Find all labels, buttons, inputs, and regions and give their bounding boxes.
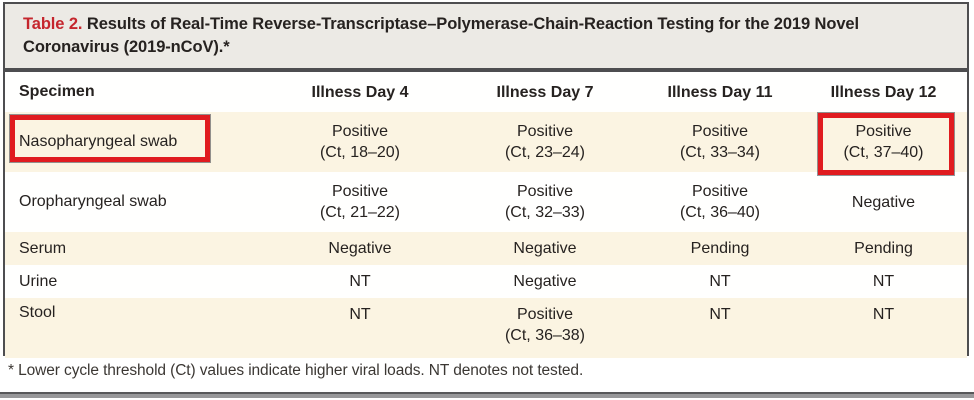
- table-header-row: Specimen Illness Day 4 Illness Day 7 Ill…: [5, 72, 967, 112]
- table-title-text: Results of Real-Time Reverse-Transcripta…: [23, 15, 859, 56]
- result-cell: NT: [872, 306, 895, 323]
- result-cell: NT: [709, 306, 731, 323]
- table-row-oropharyngeal-swab: Oropharyngeal swab Positive (Ct, 21–22) …: [5, 172, 967, 232]
- result-cell: Positive (Ct, 36–40): [679, 183, 761, 221]
- specimen-label: Stool: [19, 304, 56, 321]
- result-cell: Positive (Ct, 36–38): [504, 306, 586, 344]
- specimen-label: Oropharyngeal swab: [19, 193, 167, 210]
- table-title: Table 2. Results of Real-Time Reverse-Tr…: [3, 2, 969, 70]
- result-cell: Positive (Ct, 33–34): [679, 123, 761, 161]
- specimen-label: Nasopharyngeal swab: [19, 133, 178, 150]
- column-header-illness-day-12: Illness Day 12: [830, 83, 937, 101]
- table-row-nasopharyngeal-swab: Nasopharyngeal swab Positive (Ct, 18–20)…: [5, 112, 967, 172]
- bottom-divider-bar: [0, 392, 974, 398]
- specimen-label: Serum: [19, 239, 67, 257]
- table-row-stool: Stool NT Positive (Ct, 36–38) NT NT: [5, 298, 967, 358]
- result-cell: NT: [349, 306, 371, 323]
- result-cell: Positive (Ct, 32–33): [504, 183, 586, 221]
- result-cell: NT: [709, 273, 731, 290]
- column-header-illness-day-7: Illness Day 7: [496, 83, 594, 101]
- result-cell: Positive (Ct, 23–24): [504, 123, 586, 161]
- table-number-label: Table 2.: [23, 15, 83, 33]
- result-cell: Negative: [513, 240, 577, 257]
- column-header-illness-day-11: Illness Day 11: [667, 83, 773, 101]
- results-table: Specimen Illness Day 4 Illness Day 7 Ill…: [3, 70, 969, 358]
- result-cell: Negative: [851, 193, 916, 211]
- result-cell: Negative: [328, 240, 392, 257]
- column-header-illness-day-4: Illness Day 4: [311, 83, 409, 101]
- result-cell: Positive (Ct, 37–40): [843, 123, 924, 161]
- specimen-label: Urine: [19, 272, 58, 290]
- table-footnote: * Lower cycle threshold (Ct) values indi…: [8, 362, 584, 379]
- result-cell: NT: [349, 273, 371, 290]
- result-cell: Positive (Ct, 18–20): [319, 123, 401, 161]
- table-row-serum: Serum Negative Negative Pending Pending: [5, 232, 967, 265]
- result-cell: Pending: [690, 240, 750, 257]
- result-cell: Positive (Ct, 21–22): [319, 183, 401, 221]
- result-cell: Pending: [854, 240, 913, 257]
- column-header-specimen: Specimen: [19, 83, 95, 100]
- result-cell: Negative: [513, 273, 577, 290]
- table-row-urine: Urine NT Negative NT NT: [5, 265, 967, 298]
- result-cell: NT: [872, 273, 895, 290]
